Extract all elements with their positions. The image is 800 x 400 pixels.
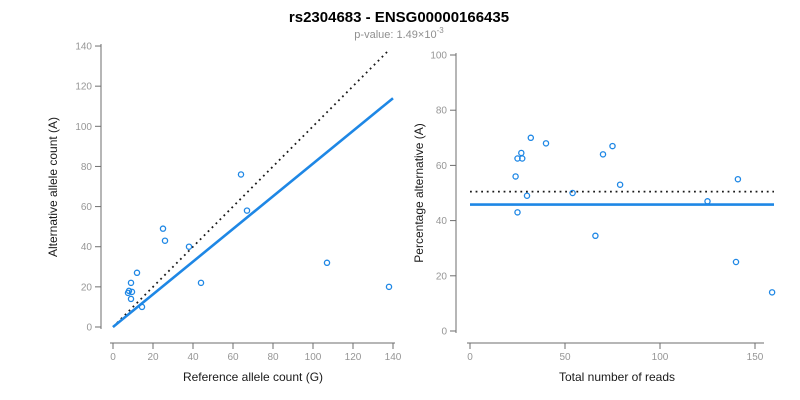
data-point xyxy=(616,181,624,188)
data-point xyxy=(514,209,521,216)
y-tick-label: 60 xyxy=(436,161,448,172)
y-axis-title: Percentage alternative (A) xyxy=(412,123,426,262)
y-tick-label: 140 xyxy=(75,42,92,53)
data-point xyxy=(128,288,136,296)
y-tick-label: 120 xyxy=(75,82,92,93)
x-tick-label: 20 xyxy=(147,352,159,363)
page-subtitle: p-value: 1.49×10-3 xyxy=(354,26,444,41)
data-point xyxy=(734,175,742,183)
data-point xyxy=(197,279,205,287)
data-point xyxy=(592,232,599,240)
left-scatter-plot: 0 20 40 60 80 100 120 140 0 20 40 60 80 100 120 140 Refe… xyxy=(46,42,402,384)
pvalue-exponent: -3 xyxy=(437,26,445,35)
data-point xyxy=(523,192,531,200)
data-point xyxy=(609,142,616,150)
data-point xyxy=(138,303,146,311)
data-point xyxy=(185,243,193,250)
page-title: rs2304683 - ENSG00000166435 xyxy=(289,9,509,26)
data-point xyxy=(599,151,607,158)
x-tick-label: 100 xyxy=(305,352,322,363)
y-tick-label: 40 xyxy=(81,242,93,253)
x-axis-title: Total number of reads xyxy=(559,370,675,384)
fit-line-solid xyxy=(112,97,394,329)
data-point xyxy=(519,155,526,162)
y-tick-label: 80 xyxy=(81,162,93,173)
data-point xyxy=(161,237,169,244)
x-axis-title: Reference allele count (G) xyxy=(183,370,323,384)
x-tick-label: 0 xyxy=(110,352,116,363)
data-point xyxy=(125,287,133,295)
data-point xyxy=(512,173,519,180)
data-point xyxy=(237,171,245,178)
y-tick-label: 40 xyxy=(436,216,448,227)
data-point xyxy=(243,207,251,214)
data-point xyxy=(385,283,393,291)
y-tick-label: 60 xyxy=(81,202,93,213)
x-tick-label: 50 xyxy=(559,352,571,363)
x-tick-label: 0 xyxy=(467,352,473,363)
x-tick-label: 150 xyxy=(747,352,764,363)
y-tick-label: 80 xyxy=(436,106,448,117)
y-tick-label: 100 xyxy=(430,51,447,62)
data-point xyxy=(768,289,776,296)
x-tick-label: 40 xyxy=(187,352,199,363)
y-tick-label: 100 xyxy=(75,122,92,133)
data-point xyxy=(569,189,576,197)
pvalue-text: p-value: 1.49×10 xyxy=(354,29,436,41)
y-tick-label: 20 xyxy=(81,282,93,293)
data-point xyxy=(542,140,550,147)
right-scatter-plot: 0 20 40 60 80 100 0 50 100 150 Total number of rea… xyxy=(412,51,776,384)
data-point xyxy=(127,295,135,303)
data-point xyxy=(323,259,331,267)
x-tick-label: 140 xyxy=(385,352,402,363)
data-point xyxy=(527,134,535,142)
data-point xyxy=(704,198,711,205)
identity-line-dotted xyxy=(112,49,390,328)
data-point xyxy=(518,149,525,157)
data-point xyxy=(127,279,135,287)
x-tick-label: 100 xyxy=(652,352,669,363)
x-tick-label: 80 xyxy=(267,352,279,363)
y-tick-label: 20 xyxy=(436,271,448,282)
y-axis-title: Alternative allele count (A) xyxy=(46,117,60,257)
data-point xyxy=(159,225,167,232)
x-tick-label: 60 xyxy=(227,352,239,363)
y-tick-label: 0 xyxy=(86,323,92,334)
y-tick-label: 0 xyxy=(441,327,447,338)
x-tick-label: 120 xyxy=(345,352,362,363)
data-point xyxy=(732,258,740,266)
data-point xyxy=(133,269,141,277)
